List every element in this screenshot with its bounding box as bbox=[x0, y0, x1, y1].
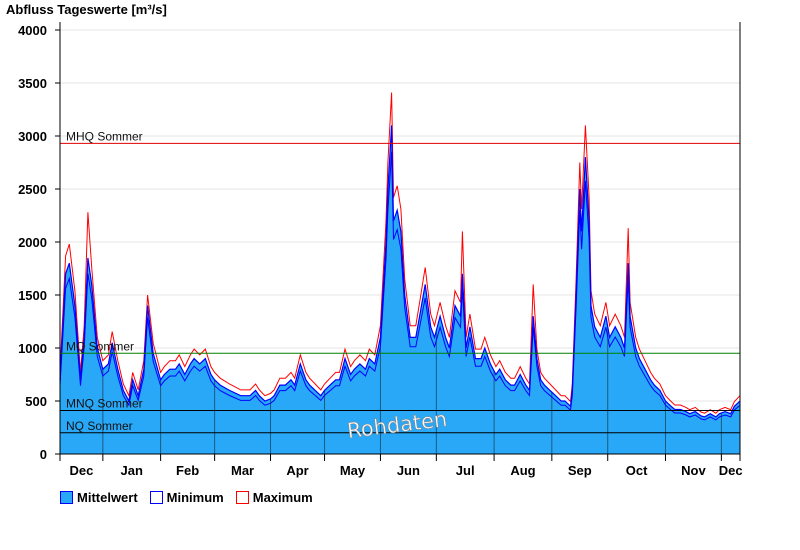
x-tick-label: Aug bbox=[510, 463, 535, 478]
series-maximum-line bbox=[59, 92, 741, 414]
legend-item-maximum[interactable]: Maximum bbox=[235, 490, 313, 505]
x-tick-label: Jan bbox=[121, 463, 143, 478]
y-tick-label: 3000 bbox=[18, 129, 47, 144]
series-mittelwert-area bbox=[60, 125, 740, 455]
series-mittelwert-line bbox=[59, 125, 741, 418]
legend-item-minimum[interactable]: Minimum bbox=[149, 490, 224, 505]
y-tick-label: 4000 bbox=[18, 23, 47, 38]
x-tick-label: Feb bbox=[176, 463, 199, 478]
x-tick-label: Oct bbox=[626, 463, 648, 478]
reference-line-label: NQ Sommer bbox=[66, 419, 133, 433]
legend-label: Maximum bbox=[252, 490, 313, 505]
legend-swatch bbox=[149, 491, 163, 504]
reference-line-label: MQ Sommer bbox=[66, 339, 134, 353]
chart-title: Abfluss Tageswerte [m³/s] bbox=[6, 2, 167, 17]
reference-line-label: MHQ Sommer bbox=[66, 129, 143, 143]
legend-swatch bbox=[235, 491, 249, 504]
legend: Mittelwert Minimum Maximum bbox=[60, 490, 313, 505]
legend-label: Minimum bbox=[166, 490, 224, 505]
y-tick-label: 2000 bbox=[18, 235, 47, 250]
y-tick-label: 1500 bbox=[18, 288, 47, 303]
y-tick-label: 3500 bbox=[18, 76, 47, 91]
reference-line-label: MNQ Sommer bbox=[66, 397, 143, 411]
x-tick-label: Dec bbox=[69, 463, 93, 478]
x-tick-label: Sep bbox=[568, 463, 592, 478]
legend-item-mittelwert[interactable]: Mittelwert bbox=[60, 490, 138, 505]
legend-swatch bbox=[60, 491, 73, 504]
x-tick-label: Apr bbox=[286, 463, 308, 478]
y-tick-label: 2500 bbox=[18, 182, 47, 197]
y-tick-label: 500 bbox=[25, 394, 47, 409]
x-tick-label: Mar bbox=[231, 463, 254, 478]
y-tick-label: 1000 bbox=[18, 341, 47, 356]
x-tick-label: Dec bbox=[719, 463, 743, 478]
legend-label: Mittelwert bbox=[77, 490, 138, 505]
x-tick-label: Jul bbox=[456, 463, 475, 478]
y-tick-label: 0 bbox=[40, 447, 47, 462]
x-tick-label: Jun bbox=[397, 463, 420, 478]
x-tick-label: Nov bbox=[681, 463, 706, 478]
x-tick-label: May bbox=[340, 463, 366, 478]
